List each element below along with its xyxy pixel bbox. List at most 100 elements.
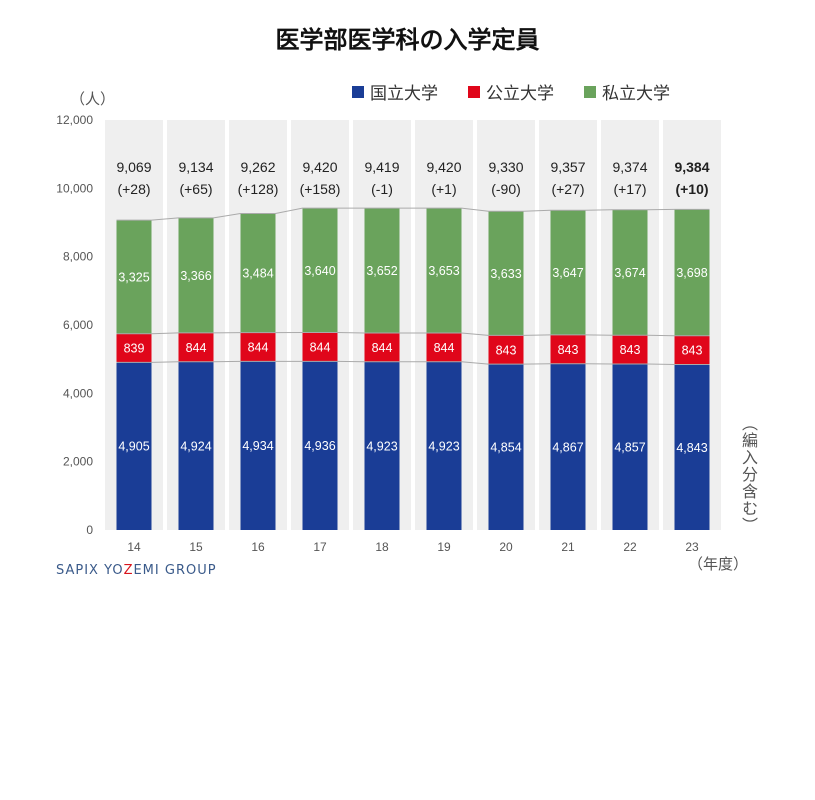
total-label: 9,374	[612, 159, 647, 175]
bar-value-label-public: 844	[434, 341, 455, 355]
y-tick-label: 0	[86, 523, 93, 537]
bar-value-label-private: 3,647	[552, 266, 583, 280]
bar-segment-private	[550, 210, 586, 335]
bar-segment-private	[240, 213, 276, 333]
bar-segment-public	[240, 332, 276, 362]
bar-segment-national	[364, 361, 400, 530]
change-label: (+128)	[238, 181, 279, 197]
x-tick-label: 15	[189, 540, 203, 554]
bar-segment-public	[178, 332, 214, 362]
bar-segment-public	[426, 332, 462, 362]
bar-value-label-private: 3,652	[366, 264, 397, 278]
bar-segment-private	[488, 211, 524, 336]
bar-segment-private	[426, 208, 462, 333]
bar-value-label-public: 844	[310, 340, 331, 354]
bar-segment-public	[550, 334, 586, 364]
bar-segment-public	[364, 332, 400, 362]
bar-value-label-national: 4,843	[676, 441, 707, 455]
bar-value-label-private: 3,366	[180, 269, 211, 283]
change-label: (+10)	[675, 181, 708, 197]
bar-segment-private	[178, 217, 214, 333]
bar-value-label-private: 3,484	[242, 267, 273, 281]
bar-value-label-public: 843	[558, 343, 579, 357]
total-label: 9,419	[364, 159, 399, 175]
x-tick-label: 19	[437, 540, 451, 554]
legend-swatch-national	[352, 85, 364, 98]
x-tick-label: 17	[313, 540, 327, 554]
bar-segment-private	[674, 209, 710, 336]
bar-segment-national	[550, 363, 586, 530]
total-label: 9,357	[550, 159, 585, 175]
total-label: 9,384	[674, 159, 709, 175]
bar-value-label-national: 4,936	[304, 439, 335, 453]
change-label: (+27)	[551, 181, 584, 197]
legend-label-public: 公立大学	[486, 84, 554, 104]
y-tick-label: 6,000	[63, 318, 93, 332]
source-credit-part: SAPIX YO	[56, 563, 124, 578]
bar-value-label-public: 839	[124, 342, 145, 356]
bar-segment-public	[488, 335, 524, 365]
chart-title: 医学部医学科の入学定員	[275, 26, 540, 54]
total-label: 9,069	[116, 159, 151, 175]
x-tick-label: 16	[251, 540, 265, 554]
x-tick-label: 21	[561, 540, 575, 554]
change-label: (+65)	[179, 181, 212, 197]
bar-segment-national	[426, 361, 462, 530]
bar-value-label-public: 844	[186, 341, 207, 355]
bar-value-label-national: 4,923	[366, 439, 397, 453]
bar-value-label-national: 4,857	[614, 441, 645, 455]
bar-segment-national	[612, 364, 648, 530]
bar-value-label-private: 3,640	[304, 264, 335, 278]
bar-value-label-private: 3,325	[118, 270, 149, 284]
bar-segment-public	[116, 333, 152, 363]
bar-value-label-private: 3,633	[490, 267, 521, 281]
bar-value-label-public: 844	[372, 341, 393, 355]
total-label: 9,420	[426, 159, 461, 175]
y-tick-label: 10,000	[56, 181, 93, 195]
total-label: 9,262	[240, 159, 275, 175]
y-tick-label: 2,000	[63, 455, 93, 469]
bar-value-label-national: 4,924	[180, 439, 211, 453]
change-label: (+158)	[300, 181, 341, 197]
bar-segment-national	[116, 362, 152, 530]
legend-swatch-public	[468, 85, 480, 98]
change-label: (+17)	[613, 181, 646, 197]
x-tick-label: 14	[127, 540, 141, 554]
bar-value-label-national: 4,854	[490, 441, 521, 455]
total-label: 9,134	[178, 159, 213, 175]
bar-segment-public	[612, 335, 648, 365]
bar-segment-national	[674, 364, 710, 530]
x-unit-label: （年度）	[688, 555, 749, 573]
change-label: (+28)	[117, 181, 150, 197]
x-tick-label: 23	[685, 540, 699, 554]
y-tick-label: 4,000	[63, 386, 93, 400]
bar-segment-private	[302, 208, 338, 333]
side-note: （編入分含む）	[739, 415, 758, 534]
legend-item-public: 公立大学	[468, 79, 554, 104]
bar-value-label-public: 843	[496, 343, 517, 357]
bar-value-label-public: 843	[620, 343, 641, 357]
bar-value-label-national: 4,934	[242, 439, 273, 453]
source-credit: SAPIX YOZEMI GROUP	[56, 563, 217, 578]
bar-segment-private	[364, 208, 400, 333]
x-tick-label: 18	[375, 540, 389, 554]
bar-value-label-private: 3,674	[614, 266, 645, 280]
x-tick-label: 20	[499, 540, 513, 554]
source-credit-part: EMI GROUP	[133, 563, 217, 578]
x-tick-label: 22	[623, 540, 637, 554]
y-tick-label: 8,000	[63, 250, 93, 264]
bar-value-label-national: 4,867	[552, 440, 583, 454]
total-label: 9,330	[488, 159, 523, 175]
total-label: 9,420	[302, 159, 337, 175]
bar-segment-private	[612, 209, 648, 336]
y-tick-label: 12,000	[56, 113, 93, 127]
bar-value-label-public: 843	[682, 344, 703, 358]
bar-value-label-public: 844	[248, 341, 269, 355]
change-label: (-1)	[371, 181, 393, 197]
bar-value-label-national: 4,905	[118, 440, 149, 454]
bar-segment-public	[302, 332, 338, 362]
source-credit-highlight: Z	[123, 563, 134, 578]
bar-value-label-private: 3,653	[428, 264, 459, 278]
bar-value-label-private: 3,698	[676, 266, 707, 280]
